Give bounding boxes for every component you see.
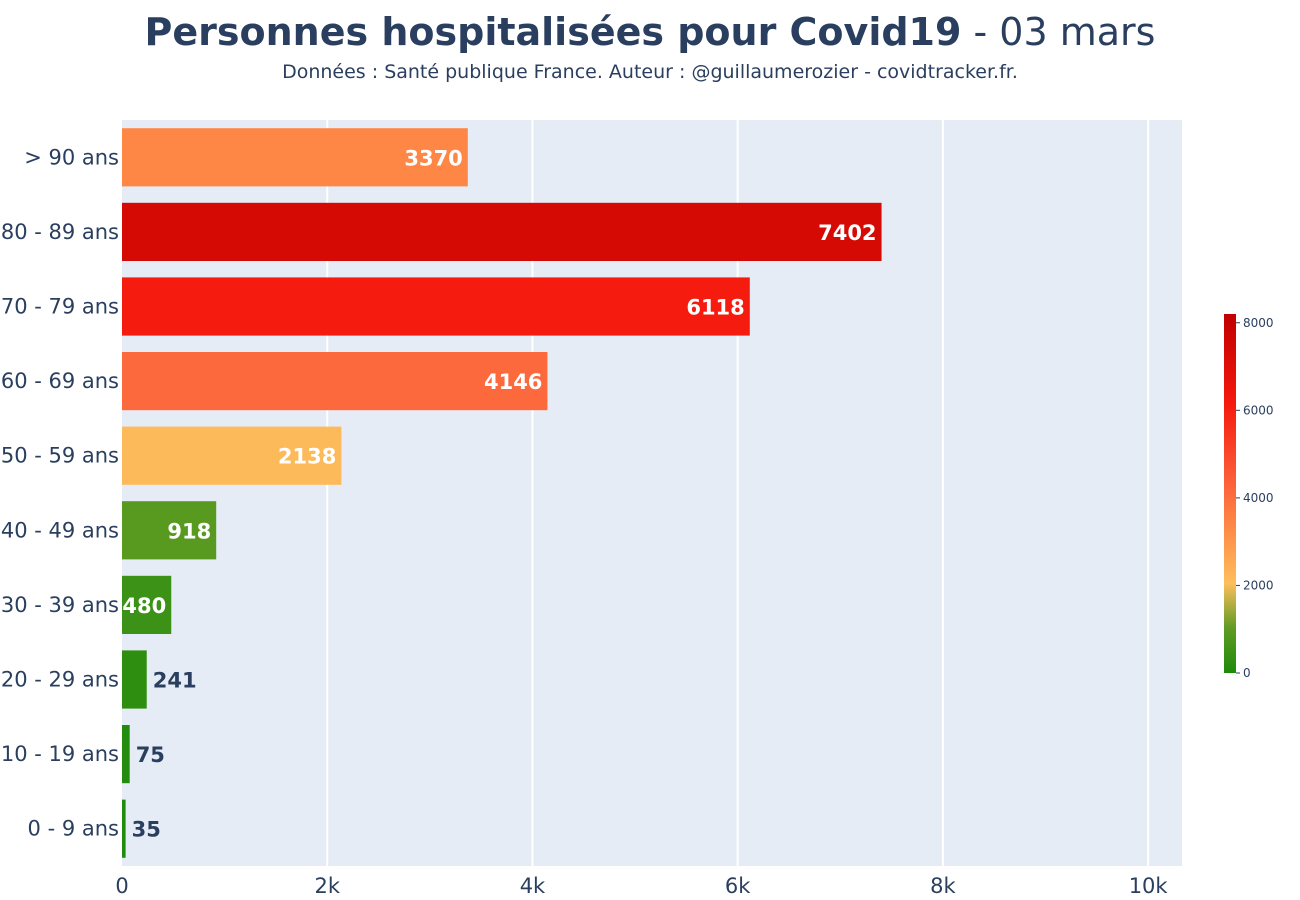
bar (122, 725, 130, 784)
y-tick-label: 20 - 29 ans (1, 668, 119, 692)
y-tick-label: 10 - 19 ans (1, 742, 119, 766)
x-tick-label: 6k (725, 874, 751, 898)
bar (122, 277, 750, 336)
bar-value-label: 918 (167, 519, 211, 543)
chart-title-date: - 03 mars (961, 10, 1156, 54)
bar-value-label: 2138 (278, 445, 336, 469)
bar (122, 128, 468, 187)
y-tick-label: 40 - 49 ans (1, 518, 119, 542)
x-axis-ticks: 0 2k 4k 6k 8k 10k (115, 874, 1168, 898)
colorbar-tick-label: 8000 (1243, 316, 1274, 330)
bar-value-label: 4146 (484, 370, 542, 394)
bar-value-label: 480 (122, 594, 166, 618)
bar (122, 650, 147, 709)
colorbar-tick-label: 2000 (1243, 578, 1274, 592)
bar (122, 799, 126, 858)
colorbar-tick-label: 4000 (1243, 491, 1274, 505)
bars (122, 128, 882, 858)
y-tick-label: 60 - 69 ans (1, 369, 119, 393)
chart-subtitle: Données : Santé publique France. Auteur … (282, 61, 1018, 83)
colorbar: 0 2000 4000 6000 8000 (1224, 314, 1274, 680)
y-tick-label: 0 - 9 ans (28, 817, 119, 841)
x-tick-label: 10k (1129, 874, 1169, 898)
bar (122, 501, 217, 560)
x-tick-label: 0 (115, 874, 128, 898)
bar-value-label: 35 (132, 818, 161, 842)
x-tick-label: 2k (314, 874, 340, 898)
chart-title-main: Personnes hospitalisées pour Covid19 (144, 10, 962, 54)
colorbar-scale (1224, 314, 1236, 673)
y-tick-label: 30 - 39 ans (1, 593, 119, 617)
colorbar-tick-label: 0 (1243, 666, 1251, 680)
colorbar-tick-label: 6000 (1243, 403, 1274, 417)
y-tick-label: 70 - 79 ans (1, 295, 119, 319)
bar (122, 426, 342, 485)
x-tick-label: 4k (520, 874, 546, 898)
chart-title: Personnes hospitalisées pour Covid19 - 0… (0, 6, 1300, 58)
bar-value-label: 3370 (404, 146, 462, 170)
bar-value-label: 7402 (818, 221, 876, 245)
y-tick-label: > 90 ans (24, 145, 119, 169)
bar-value-label: 75 (136, 743, 165, 767)
x-tick-label: 8k (930, 874, 956, 898)
bar-value-label: 241 (153, 669, 197, 693)
bar (122, 575, 172, 634)
bar-value-label: 6118 (686, 296, 744, 320)
y-tick-label: 50 - 59 ans (1, 444, 119, 468)
bar (122, 202, 882, 261)
y-tick-label: 80 - 89 ans (1, 220, 119, 244)
bar-labels: 3370 7402 6118 4146 2138 918 480 241 75 35 (122, 146, 876, 841)
bar (122, 352, 548, 411)
y-axis-ticks: > 90 ans 80 - 89 ans 70 - 79 ans 60 - 69 an… (1, 145, 119, 840)
